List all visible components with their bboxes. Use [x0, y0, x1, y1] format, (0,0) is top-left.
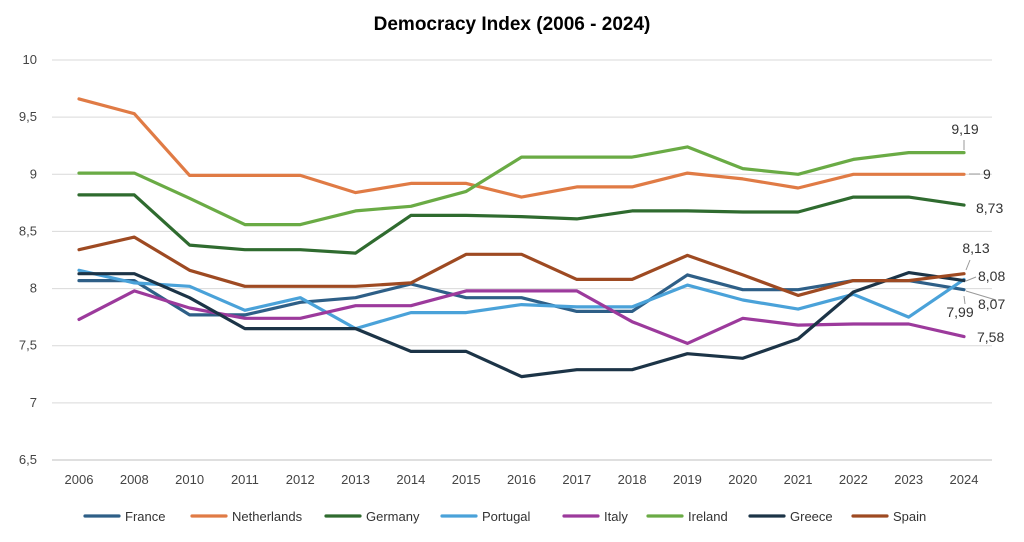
legend-label-spain: Spain — [893, 509, 926, 524]
end-label-france: 7,99 — [946, 304, 973, 320]
legend: France Netherlands Germany Portugal Italy Ire… — [83, 509, 926, 524]
y-tick-label: 8,5 — [19, 223, 37, 238]
x-tick-label: 2023 — [894, 472, 923, 487]
x-tick-label: 2014 — [396, 472, 425, 487]
x-tick-label: 2018 — [618, 472, 647, 487]
legend-label-netherlands: Netherlands — [232, 509, 303, 524]
end-label-italy: 7,58 — [977, 329, 1004, 345]
legend-label-ireland: Ireland — [688, 509, 728, 524]
x-tick-label: 2021 — [784, 472, 813, 487]
x-tick-label: 2017 — [562, 472, 591, 487]
end-label-netherlands: 9 — [983, 166, 991, 182]
x-tick-label: 2019 — [673, 472, 702, 487]
y-tick-label: 7 — [30, 395, 37, 410]
x-axis-tick-labels: 2006 2008 2010 2011 2012 2013 2014 2015 2016 2017… — [65, 472, 979, 487]
y-tick-label: 9,5 — [19, 109, 37, 124]
y-tick-label: 7,5 — [19, 338, 37, 353]
legend-label-france: France — [125, 509, 165, 524]
legend-label-germany: Germany — [366, 509, 420, 524]
end-label-germany: 8,73 — [976, 200, 1003, 216]
x-tick-label: 2015 — [452, 472, 481, 487]
x-tick-label: 2020 — [728, 472, 757, 487]
y-axis-tick-labels: 6,5 7 7,5 8 8,5 9 9,5 10 — [19, 52, 37, 467]
y-tick-label: 10 — [23, 52, 37, 67]
y-tick-label: 8 — [30, 281, 37, 296]
legend-label-portugal: Portugal — [482, 509, 531, 524]
series-line-spain — [77, 235, 966, 297]
end-label-leader-spain — [965, 259, 971, 271]
legend-label-greece: Greece — [790, 509, 833, 524]
end-label-spain: 8,13 — [962, 240, 989, 256]
end-value-labels: 7,99 9 8,73 8,08 7,58 9,19 8,07 8,13 — [946, 121, 1005, 345]
x-tick-label: 2024 — [950, 472, 979, 487]
y-tick-label: 6,5 — [19, 452, 37, 467]
end-label-leader-portugal — [965, 276, 977, 282]
x-tick-label: 2022 — [839, 472, 868, 487]
series-line-germany — [77, 193, 966, 255]
end-label-leader-greece — [965, 290, 997, 301]
chart-title: Democracy Index (2006 - 2024) — [374, 14, 651, 35]
legend-label-italy: Italy — [604, 509, 628, 524]
series-line-ireland — [77, 145, 966, 227]
gridlines — [52, 59, 992, 461]
y-tick-label: 9 — [30, 166, 37, 181]
x-tick-label: 2006 — [65, 472, 94, 487]
series-line-portugal — [77, 268, 966, 331]
x-tick-label: 2010 — [175, 472, 204, 487]
x-tick-label: 2011 — [231, 472, 259, 487]
end-label-ireland: 9,19 — [951, 121, 978, 137]
end-label-greece: 8,07 — [978, 296, 1005, 312]
x-tick-label: 2008 — [120, 472, 149, 487]
x-tick-label: 2016 — [507, 472, 536, 487]
series-lines — [77, 97, 966, 379]
x-tick-label: 2012 — [286, 472, 315, 487]
end-label-portugal: 8,08 — [978, 268, 1005, 284]
series-line-greece — [77, 271, 966, 379]
series-line-netherlands — [77, 97, 966, 199]
x-tick-label: 2013 — [341, 472, 370, 487]
end-label-leader-france — [963, 295, 966, 305]
